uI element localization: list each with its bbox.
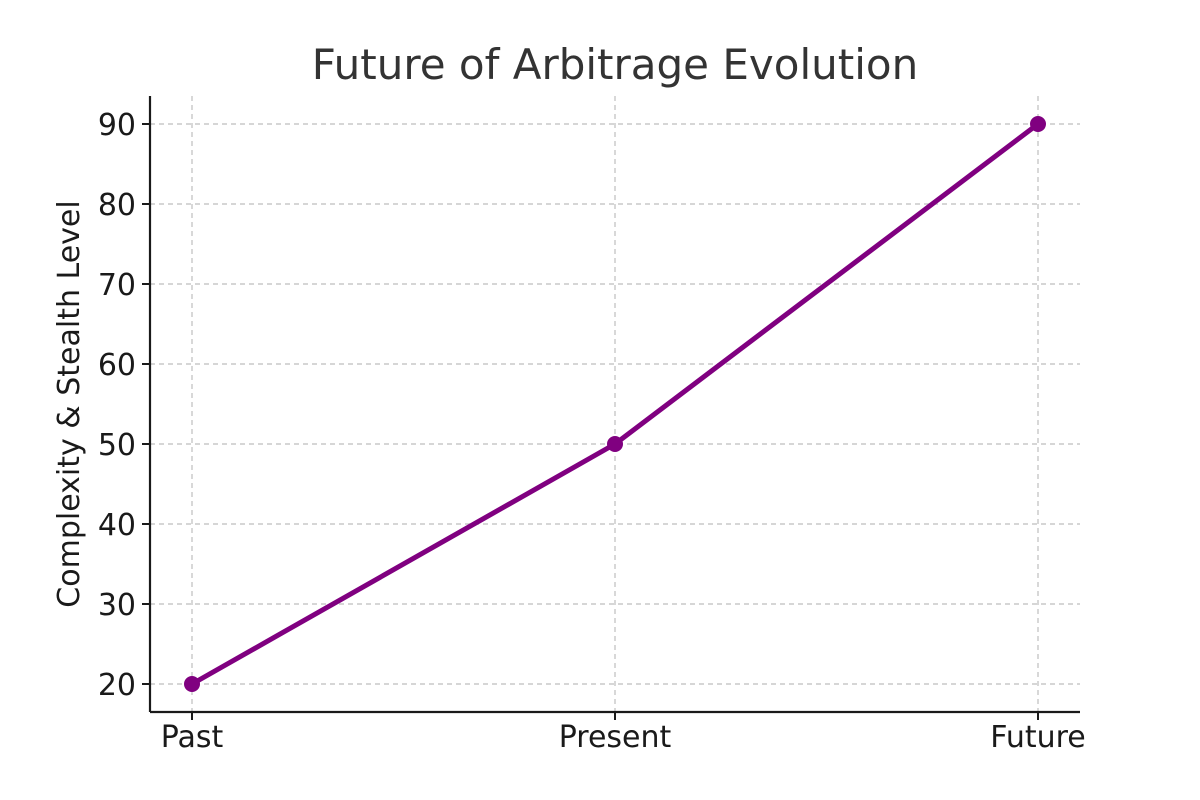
- y-tick-label: 60: [98, 348, 136, 383]
- tick-labels: 20 30 40 50 60 70 80 90 Past Present Future: [98, 108, 1086, 755]
- x-tick-label: Past: [161, 720, 224, 755]
- x-tick-label: Present: [559, 720, 672, 755]
- chart-title: Future of Arbitrage Evolution: [312, 40, 918, 89]
- axes: [142, 96, 1080, 720]
- data-point: [1030, 116, 1046, 132]
- grid-lines: [150, 96, 1080, 712]
- data-point: [184, 676, 200, 692]
- data-point: [607, 436, 623, 452]
- y-tick-label: 40: [98, 508, 136, 543]
- x-tick-label: Future: [990, 720, 1086, 755]
- y-tick-label: 70: [98, 268, 136, 303]
- y-tick-label: 90: [98, 108, 136, 143]
- y-tick-label: 50: [98, 428, 136, 463]
- y-tick-label: 20: [98, 668, 136, 703]
- y-axis-label: Complexity & Stealth Level: [52, 200, 87, 607]
- y-tick-label: 30: [98, 588, 136, 623]
- series-layer: [184, 116, 1046, 692]
- y-tick-label: 80: [98, 188, 136, 223]
